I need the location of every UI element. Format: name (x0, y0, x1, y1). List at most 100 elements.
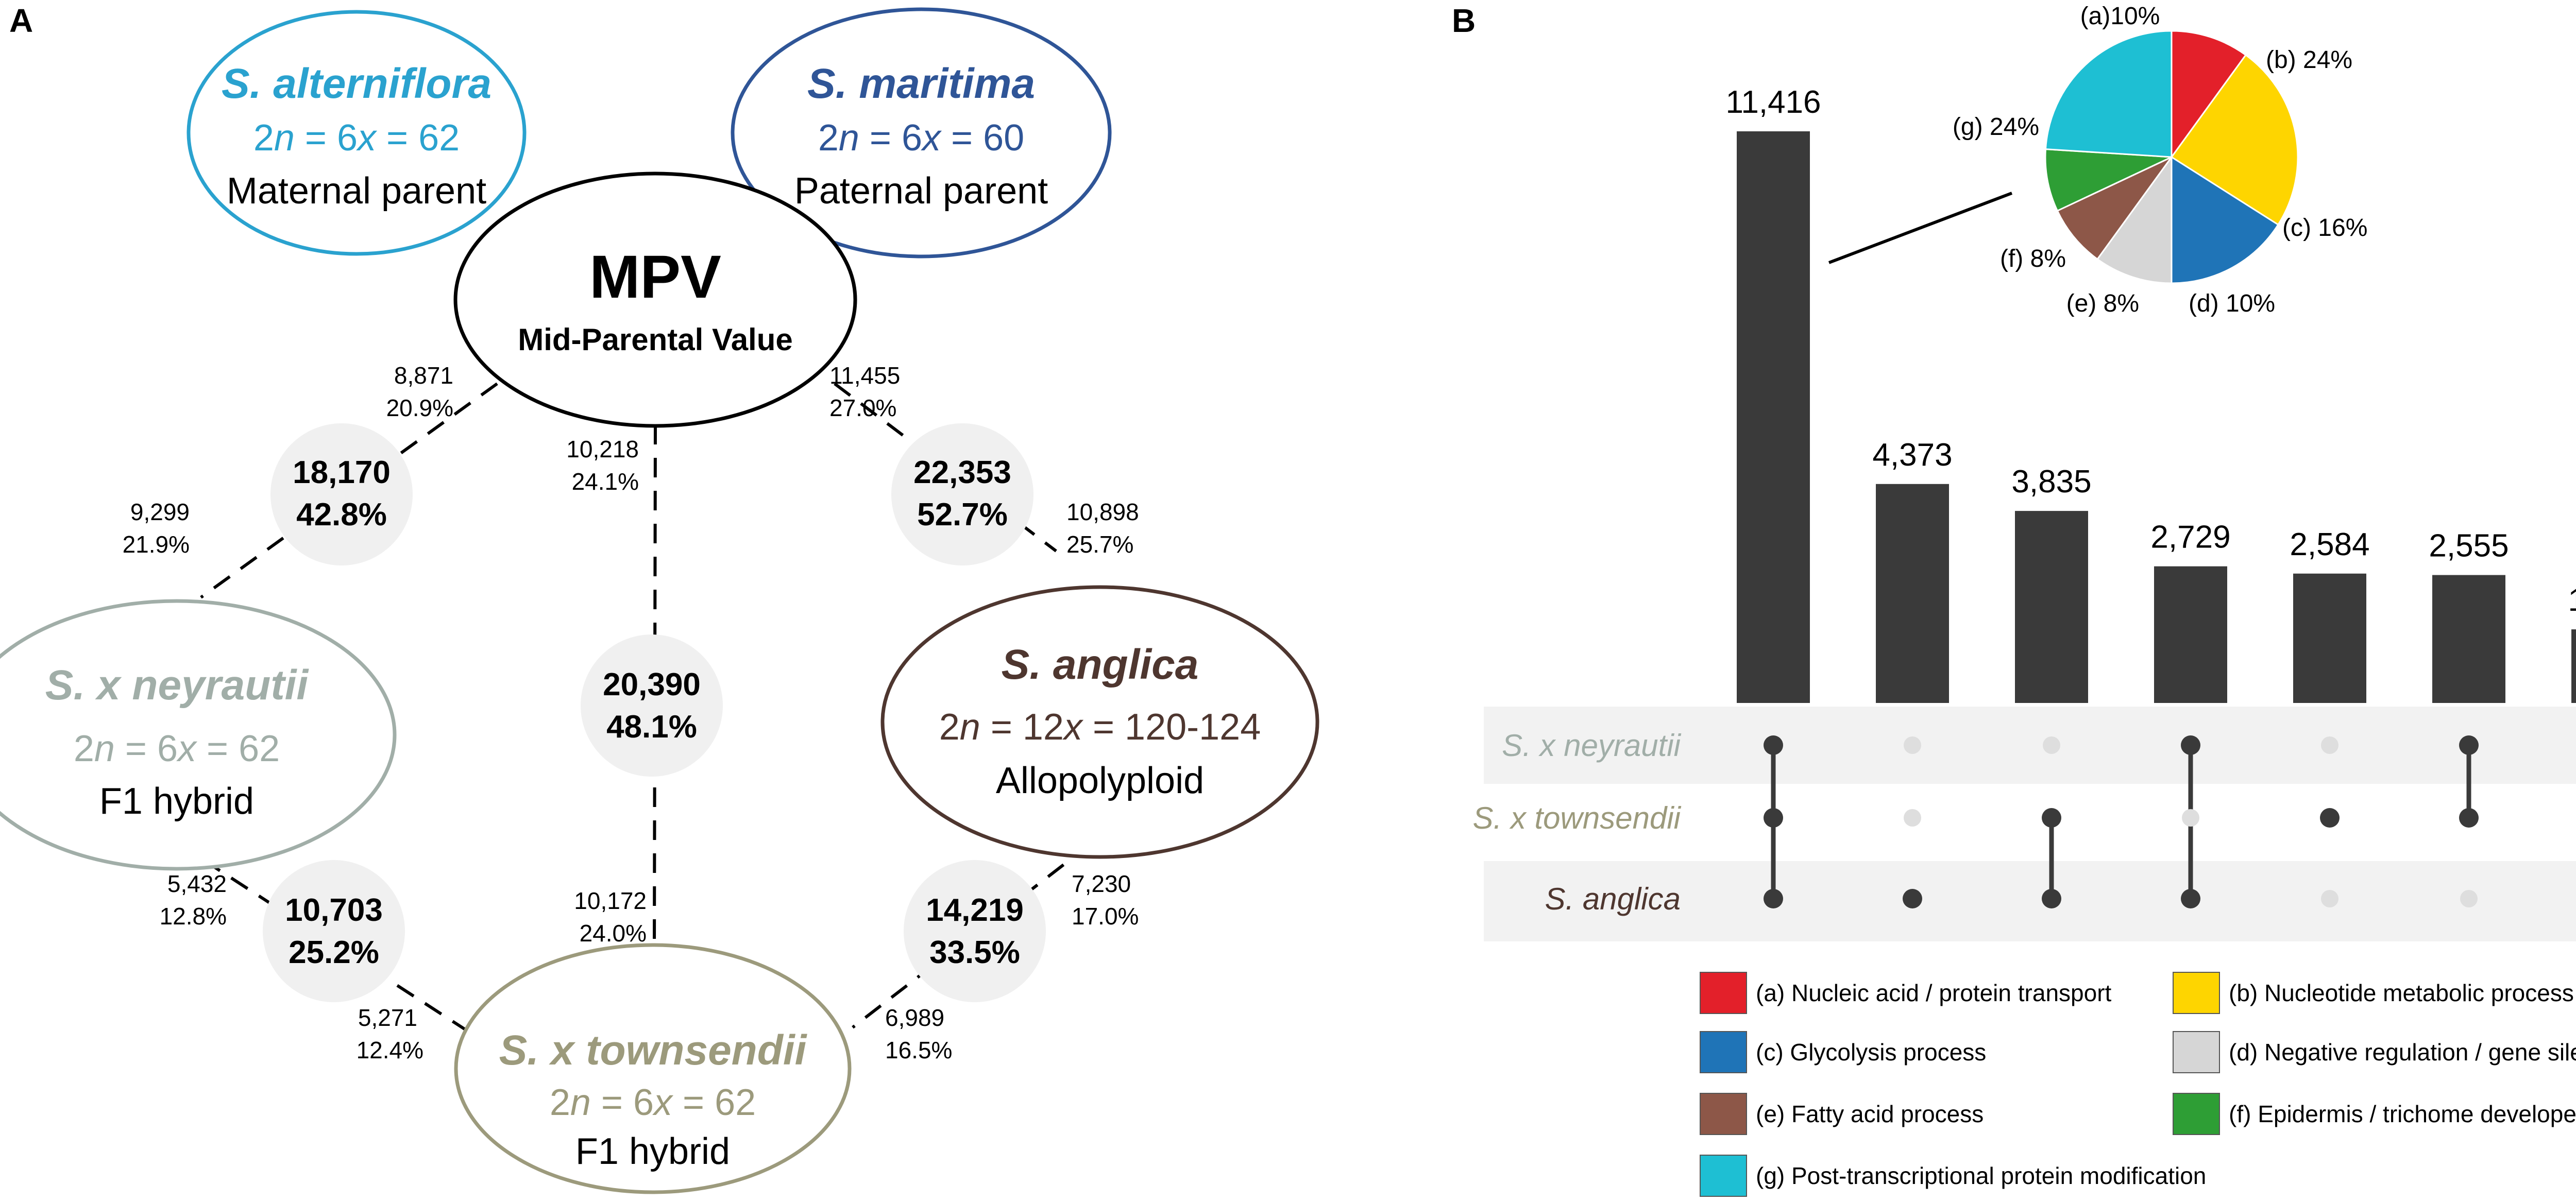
node-neyrautii-ellipse (0, 599, 397, 871)
matrix-dot-active (1764, 889, 1783, 908)
total-circles (263, 423, 1046, 1002)
edge-townsendii-neyrautii-pct: 12.4% (357, 1037, 423, 1063)
legend-swatch (2173, 1031, 2220, 1073)
matrix-dot-active (1764, 808, 1783, 828)
edge-mpv-townsendii-count: 10,218 (566, 436, 639, 462)
intersection-bar (2571, 629, 2576, 703)
node-anglica-ellipse (880, 585, 1319, 859)
node-alterniflora-name: S. alterniflora (222, 60, 492, 107)
edge-neyrautii-townsendii-count: 5,432 (167, 870, 227, 897)
intersection-bar-label: 4,373 (1872, 437, 1952, 473)
matrix-row-band (1484, 707, 2576, 784)
pie-slice (2096, 154, 2173, 284)
edge-townsendii-neyrautii-count: 5,271 (358, 1004, 417, 1031)
node-mpv-ellipse (453, 171, 857, 428)
edge-anglica-townsendii-pct: 17.0% (1072, 903, 1139, 930)
intersection-bar (2432, 575, 2505, 703)
node-anglica-role: Allopolyploid (996, 760, 1204, 801)
edge-mpv-neyrautii-pct: 20.9% (386, 394, 453, 421)
node-neyrautii-chromosomes: 2n = 6x = 62 (74, 728, 280, 769)
total-circle-mpv-neyrautii (270, 423, 413, 565)
intersection-bar (1737, 131, 1810, 703)
pie-chart: (a)10% (b) 24% (c) 16% (d) 10% (e) 8%(f) 8% (… (1953, 3, 2367, 317)
pie-slice-label: (b) 24% (2266, 46, 2352, 74)
node-neyrautii: S. x neyrautii 2n = 6x = 62 F1 hybrid (0, 599, 397, 871)
node-maritima-name: S. maritima (807, 60, 1035, 107)
node-townsendii-role: F1 hybrid (575, 1131, 730, 1172)
matrix-dot-inactive (2321, 890, 2338, 907)
legend-swatch (2173, 1093, 2220, 1135)
total-mpv-anglica-pct: 52.7% (917, 497, 1008, 533)
total-anglica-townsendii-count: 14,219 (926, 892, 1024, 928)
matrix-dot-active (1903, 889, 1922, 908)
pie-slice (2171, 156, 2279, 284)
total-mpv-neyrautii-count: 18,170 (293, 455, 391, 490)
set-label: S. x neyrautii (1502, 728, 1681, 763)
legend-item-label: (d) Negative regulation / gene silencing (2229, 1039, 2576, 1066)
matrix-dot-active (2320, 808, 2340, 828)
pie-slice (2170, 54, 2299, 226)
node-neyrautii-role: F1 hybrid (99, 781, 254, 822)
matrix-dot-active (1764, 735, 1783, 755)
panel-a-label: A (9, 2, 33, 39)
total-mpv-townsendii-count: 20,390 (603, 667, 701, 702)
legend: (a) Nucleic acid / protein transport (b) … (1700, 972, 2576, 1197)
matrix-dot-active (2181, 735, 2200, 755)
edge-anglica-mpv-pct: 25.7% (1066, 531, 1133, 558)
node-townsendii-ellipse (454, 943, 852, 1194)
legend-item-label: (e) Fatty acid process (1756, 1101, 1984, 1127)
intersection-bar-label: 2,729 (2150, 520, 2230, 555)
legend-item-label: (f) Epidermis / trichome developement (2229, 1101, 2576, 1127)
node-alterniflora-role: Maternal parent (227, 170, 486, 212)
node-townsendii-name: S. x townsendii (499, 1027, 808, 1074)
upset-chart: S. x neyrautii S. x townsendii S. anglica 1… (1472, 84, 2576, 941)
pie-slice-label: (c) 16% (2282, 214, 2367, 242)
line-neyrautii-townsendii (202, 858, 475, 1037)
edge-townsendii-anglica-pct: 16.5% (885, 1037, 952, 1063)
pie-pointer-line (1828, 192, 2013, 264)
node-alterniflora-ellipse (187, 10, 527, 256)
total-mpv-townsendii-pct: 48.1% (606, 709, 697, 745)
edge-anglica-townsendii-count: 7,230 (1072, 870, 1131, 897)
node-mpv-title: MPV (589, 243, 721, 311)
node-townsendii-chromosomes: 2n = 6x = 62 (550, 1082, 756, 1123)
legend-swatch (1700, 1031, 1747, 1073)
node-maritima-ellipse (731, 7, 1112, 259)
node-anglica-name: S. anglica (1002, 641, 1199, 688)
node-neyrautii-name: S. x neyrautii (45, 662, 310, 709)
total-circle-mpv-anglica (891, 423, 1033, 565)
matrix-row-band (1484, 861, 2576, 941)
pie-slice (2044, 30, 2173, 158)
edge-mpv-anglica-count: 11,455 (829, 362, 900, 389)
edge-neyrautii-mpv-pct: 21.9% (123, 531, 190, 558)
intersection-bar (1876, 484, 1949, 703)
intersection-bar-label: 1,470 (2568, 582, 2576, 618)
edge-neyrautii-mpv-count: 9,299 (130, 499, 190, 525)
legend-swatch (1700, 1093, 1747, 1135)
legend-swatch (1700, 972, 1747, 1014)
matrix-dot-active (2459, 808, 2479, 828)
pie-slice (2056, 156, 2173, 261)
node-alterniflora: S. alterniflora 2n = 6x = 62 Maternal pa… (187, 10, 527, 256)
matrix-dot-inactive (2043, 736, 2060, 754)
matrix-dot-inactive (1904, 809, 1921, 827)
set-label: S. x townsendii (1472, 801, 1681, 835)
total-neyrautii-townsendii-count: 10,703 (285, 892, 383, 928)
pie-slice-label: (d) 10% (2189, 290, 2275, 317)
node-maritima-role: Paternal parent (794, 170, 1048, 212)
node-anglica-chromosomes: 2n = 12x = 120-124 (939, 707, 1261, 748)
intersection-bar-label: 11,416 (1725, 84, 1821, 120)
set-label: S. anglica (1545, 882, 1681, 916)
edge-neyrautii-townsendii-pct: 12.8% (160, 903, 227, 930)
intersection-bar-label: 3,835 (2011, 464, 2091, 500)
edge-townsendii-mpv-pct: 24.0% (580, 920, 647, 947)
node-mpv: MPV Mid-Parental Value (453, 171, 857, 428)
matrix-dot-inactive (2321, 736, 2338, 754)
legend-item-label: (a) Nucleic acid / protein transport (1756, 980, 2112, 1006)
matrix-dot-active (2181, 889, 2200, 908)
total-anglica-townsendii-pct: 33.5% (929, 935, 1020, 970)
intersection-bar (2015, 511, 2088, 703)
edge-anglica-mpv-count: 10,898 (1066, 499, 1139, 525)
matrix-dot-inactive (1904, 736, 1921, 754)
